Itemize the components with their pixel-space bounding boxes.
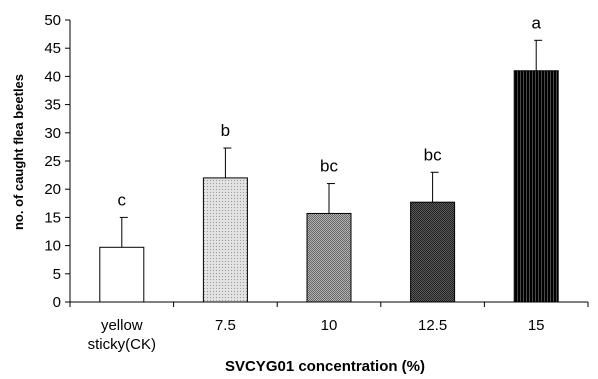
y-tick-label: 40 <box>44 68 61 85</box>
y-axis-label: no. of caught flea beetles <box>11 74 26 230</box>
bar-5 <box>513 70 559 303</box>
y-tick-label: 0 <box>53 294 61 311</box>
x-tick-label: 15 <box>528 317 545 334</box>
significance-letter-2: b <box>221 121 230 140</box>
y-tick-label: 50 <box>44 12 61 29</box>
x-tick-label: yellow <box>101 317 143 334</box>
bar-4 <box>410 201 456 303</box>
y-tick-label: 5 <box>53 266 61 283</box>
significance-letter-5: a <box>531 13 541 32</box>
x-axis-label: SVCYG01 concentration (%) <box>225 358 425 375</box>
x-tick-label: 7.5 <box>215 317 236 334</box>
bar-2 <box>202 177 248 303</box>
bar-3 <box>306 212 352 303</box>
bar-1 <box>99 246 145 303</box>
x-tick-label: 10 <box>321 317 338 334</box>
y-tick-label: 35 <box>44 97 61 114</box>
y-tick-label: 45 <box>44 40 61 57</box>
y-tick-label: 20 <box>44 181 61 198</box>
plot-area: 0 5 10 15 20 25 30 35 40 45 50 c yellow sticky(CK) b 7.… <box>44 12 589 353</box>
significance-letter-4: bc <box>424 145 442 164</box>
significance-letter-1: c <box>118 190 127 209</box>
y-tick-label: 25 <box>44 153 61 170</box>
y-tick-label: 15 <box>44 209 61 226</box>
significance-letter-3: bc <box>320 157 338 176</box>
y-tick-label: 10 <box>44 238 61 255</box>
y-tick-label: 30 <box>44 125 61 142</box>
x-tick-label: sticky(CK) <box>88 336 156 353</box>
x-tick-label: 12.5 <box>418 317 447 334</box>
